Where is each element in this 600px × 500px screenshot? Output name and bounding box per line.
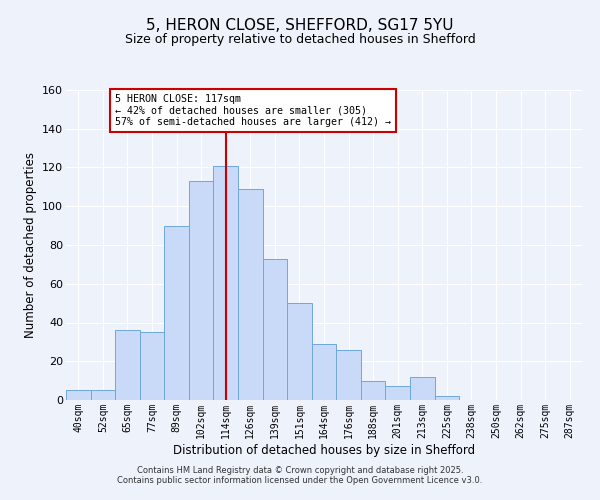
Bar [287,303,312,400]
Bar [164,226,189,400]
Bar [214,166,238,400]
Bar [361,380,385,400]
Bar [263,258,287,400]
Bar [66,390,91,400]
Text: Size of property relative to detached houses in Shefford: Size of property relative to detached ho… [125,32,475,46]
Bar [336,350,361,400]
Bar [91,390,115,400]
Bar [434,396,459,400]
Y-axis label: Number of detached properties: Number of detached properties [23,152,37,338]
Text: Contains HM Land Registry data © Crown copyright and database right 2025.
Contai: Contains HM Land Registry data © Crown c… [118,466,482,485]
X-axis label: Distribution of detached houses by size in Shefford: Distribution of detached houses by size … [173,444,475,456]
Bar [140,332,164,400]
Bar [115,330,140,400]
Text: 5, HERON CLOSE, SHEFFORD, SG17 5YU: 5, HERON CLOSE, SHEFFORD, SG17 5YU [146,18,454,32]
Text: 5 HERON CLOSE: 117sqm
← 42% of detached houses are smaller (305)
57% of semi-det: 5 HERON CLOSE: 117sqm ← 42% of detached … [115,94,391,127]
Bar [312,344,336,400]
Bar [238,189,263,400]
Bar [189,181,214,400]
Bar [385,386,410,400]
Bar [410,377,434,400]
